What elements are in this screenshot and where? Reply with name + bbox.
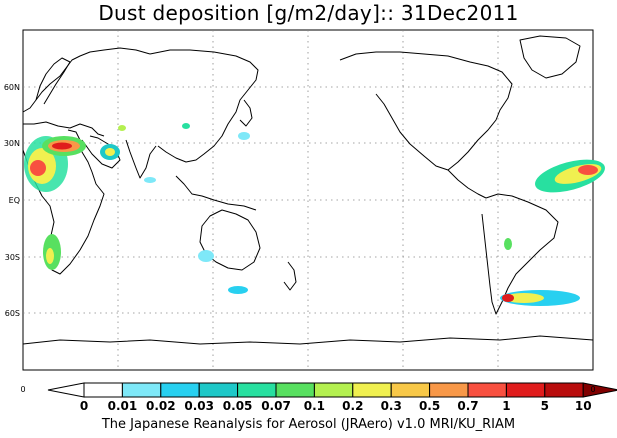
lat-label-30s: 30S [5,253,20,262]
colorbar-right-triangle [582,382,617,398]
colorbar: 0 0.01 0.02 0.03 0.05 0.07 0.1 0.2 0.3 0.5 0.7 1 5 10… [20,382,617,413]
coast-antarctica [22,335,594,345]
colorbar-box-11 [505,382,546,398]
coast-indonesia [175,175,257,211]
colorbar-box-10 [467,382,507,398]
dust-arabia-core [105,148,115,156]
coast-mediterranean [23,121,105,137]
colorbar-label-3: 0.03 [184,399,214,413]
colorbar-label-7: 0.2 [342,399,363,413]
colorbar-label-6: 0.1 [304,399,325,413]
dust-southern-africa-core [46,248,54,264]
colorbar-box-3 [198,382,239,398]
colorbar-box-7 [352,382,392,398]
colorbar-left-triangle [47,382,85,398]
colorbar-box-5 [275,382,315,398]
coast-east-asia [149,49,259,163]
dust-central-asia [182,123,190,129]
dust-mideast-inner [52,142,72,150]
colorbar-label-0: 0 [80,399,88,413]
map-title: Dust deposition [g/m2/day]:: 31Dec2011 [98,1,519,25]
coast-south-america [481,193,559,315]
colorbar-label-12: 5 [541,399,549,413]
colorbar-box-0 [83,382,123,398]
colorbar-box-2 [160,382,200,398]
colorbar-box-12 [544,382,584,398]
dust-australia-south [228,286,248,294]
lat-label-eq: EQ [9,196,20,205]
coast-india [125,139,157,179]
colorbar-edge-label-left: 0 [20,385,25,394]
coast-north-america [339,51,513,171]
colorbar-label-9: 0.5 [419,399,440,413]
colorbar-label-1: 0.01 [108,399,138,413]
dust-atlantic-plume-inner [578,165,598,175]
colorbar-box-8 [390,382,431,398]
dust-australia-west [198,250,214,262]
colorbar-label-11: 1 [502,399,510,413]
coastlines [22,35,594,345]
colorbar-box-6 [313,382,354,398]
dust-east-asia [238,132,250,140]
colorbar-label-10: 0.7 [457,399,478,413]
colorbar-edge-label-right: 0 [590,385,595,394]
colorbar-box-1 [121,382,162,398]
colorbar-label-2: 0.02 [146,399,176,413]
dust-south-america-mid [504,238,512,250]
lat-label-30n: 30N [4,139,20,148]
lat-label-60n: 60N [4,83,20,92]
lat-label-60s: 60S [5,309,20,318]
dust-indian-ocean [144,177,156,183]
map-footer: The Japanese Reanalysis for Aerosol (JRA… [101,417,516,432]
gridlines [23,30,593,370]
coast-arabia [81,135,121,169]
colorbar-label-13: 10 [575,399,592,413]
coast-central-america [447,169,487,199]
colorbar-box-9 [429,382,469,398]
colorbar-label-8: 0.3 [381,399,402,413]
dust-sahara-inner [30,160,46,176]
colorbar-label-5: 0.07 [261,399,291,413]
coast-new-zealand [283,261,297,291]
coast-africa [22,129,105,275]
colorbar-box-4 [237,382,277,398]
dust-iran [118,125,126,131]
lat-labels: 60N 30N EQ 30S 60S [4,83,20,318]
coast-greenland [519,35,581,79]
dust-patagonia-inner [502,294,514,302]
colorbar-label-4: 0.05 [223,399,253,413]
dust-patagonia-mid [504,293,544,303]
coast-japan [239,99,253,127]
dust-patches [24,123,605,306]
coast-scandinavia [35,57,71,105]
